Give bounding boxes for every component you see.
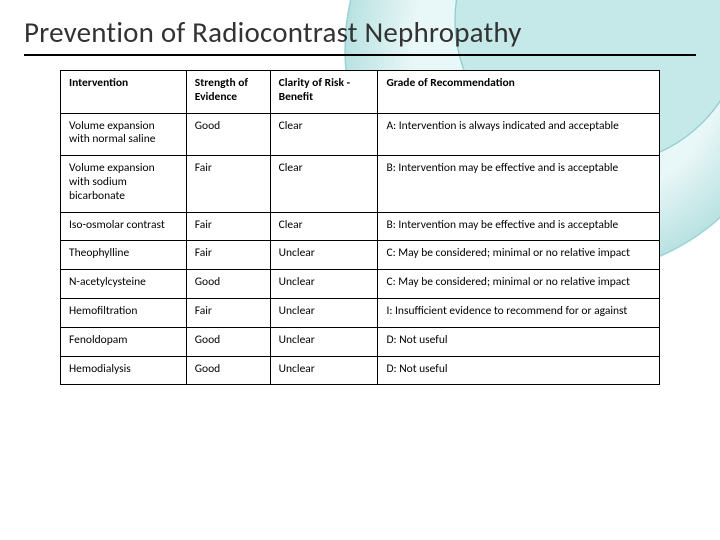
col-grade: Grade of Recommendation	[378, 71, 660, 114]
cell-grade: D: Not useful	[378, 356, 660, 385]
cell-clarity: Clear	[270, 156, 378, 212]
table-row: N-acetylcysteine Good Unclear C: May be …	[61, 270, 660, 299]
cell-intervention: Hemodialysis	[61, 356, 187, 385]
cell-clarity: Unclear	[270, 356, 378, 385]
cell-intervention: Volume expansion with sodium bicarbonate	[61, 156, 187, 212]
cell-intervention: Fenoldopam	[61, 327, 187, 356]
cell-intervention: Volume expansion with normal saline	[61, 113, 187, 156]
cell-grade: B: Intervention may be effective and is …	[378, 156, 660, 212]
cell-intervention: Iso-osmolar contrast	[61, 212, 187, 241]
cell-clarity: Unclear	[270, 327, 378, 356]
cell-clarity: Clear	[270, 212, 378, 241]
col-strength: Strength of Evidence	[186, 71, 270, 114]
cell-strength: Fair	[186, 156, 270, 212]
table-row: Iso-osmolar contrast Fair Clear B: Inter…	[61, 212, 660, 241]
cell-clarity: Clear	[270, 113, 378, 156]
table-row: Volume expansion with normal saline Good…	[61, 113, 660, 156]
cell-intervention: N-acetylcysteine	[61, 270, 187, 299]
cell-strength: Good	[186, 270, 270, 299]
cell-intervention: Theophylline	[61, 241, 187, 270]
col-clarity: Clarity of Risk -Benefit	[270, 71, 378, 114]
cell-strength: Fair	[186, 241, 270, 270]
cell-grade: C: May be considered; minimal or no rela…	[378, 241, 660, 270]
cell-strength: Good	[186, 113, 270, 156]
cell-strength: Good	[186, 356, 270, 385]
table-row: Hemofiltration Fair Unclear I: Insuffici…	[61, 298, 660, 327]
cell-strength: Good	[186, 327, 270, 356]
table-row: Hemodialysis Good Unclear D: Not useful	[61, 356, 660, 385]
cell-strength: Fair	[186, 212, 270, 241]
col-intervention: Intervention	[61, 71, 187, 114]
cell-clarity: Unclear	[270, 270, 378, 299]
page-title: Prevention of Radiocontrast Nephropathy	[24, 14, 696, 50]
cell-clarity: Unclear	[270, 241, 378, 270]
cell-clarity: Unclear	[270, 298, 378, 327]
table-row: Theophylline Fair Unclear C: May be cons…	[61, 241, 660, 270]
title-underline	[24, 54, 696, 56]
table-row: Fenoldopam Good Unclear D: Not useful	[61, 327, 660, 356]
table-body: Volume expansion with normal saline Good…	[61, 113, 660, 385]
cell-grade: A: Intervention is always indicated and …	[378, 113, 660, 156]
cell-grade: D: Not useful	[378, 327, 660, 356]
cell-strength: Fair	[186, 298, 270, 327]
cell-intervention: Hemofiltration	[61, 298, 187, 327]
table-header-row: Intervention Strength of Evidence Clarit…	[61, 71, 660, 114]
cell-grade: B: Intervention may be effective and is …	[378, 212, 660, 241]
evidence-table: Intervention Strength of Evidence Clarit…	[60, 70, 660, 385]
table-row: Volume expansion with sodium bicarbonate…	[61, 156, 660, 212]
cell-grade: C: May be considered; minimal or no rela…	[378, 270, 660, 299]
cell-grade: I: Insufficient evidence to recommend fo…	[378, 298, 660, 327]
